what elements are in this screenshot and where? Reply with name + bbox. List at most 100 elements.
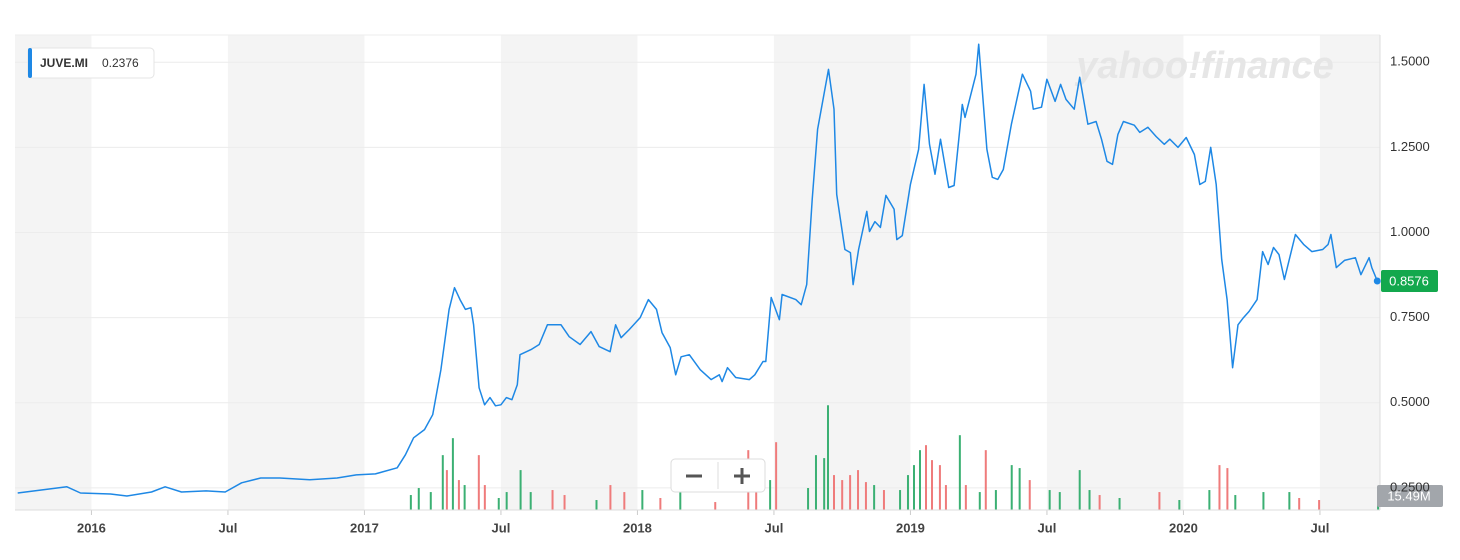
shade-layer bbox=[15, 35, 1380, 510]
volume-bar bbox=[849, 475, 852, 510]
x-tick-label: Jul bbox=[219, 520, 238, 535]
volume-bar bbox=[938, 465, 941, 510]
volume-bar bbox=[1018, 468, 1021, 510]
volume-bar bbox=[994, 490, 997, 510]
last-point bbox=[1373, 277, 1381, 285]
volume-bar bbox=[918, 450, 921, 510]
volume-bar bbox=[1010, 465, 1013, 510]
grid-layer bbox=[15, 34, 1380, 515]
legend-name: JUVE.MI bbox=[40, 56, 88, 70]
volume-bar bbox=[1178, 500, 1181, 510]
x-tick-label: 2017 bbox=[350, 520, 379, 535]
volume-bar bbox=[906, 475, 909, 510]
legend-value: 0.2376 bbox=[102, 56, 139, 70]
volume-bar bbox=[826, 405, 829, 510]
volume-bar bbox=[1088, 490, 1091, 510]
volume-bar bbox=[679, 480, 682, 510]
volume-bar bbox=[445, 470, 448, 510]
volume-bar bbox=[931, 460, 934, 510]
volume-bar bbox=[1234, 495, 1237, 510]
volume-bar bbox=[1118, 498, 1121, 510]
volume-bar bbox=[833, 475, 835, 510]
volume-bar bbox=[925, 445, 928, 510]
volume-bar bbox=[944, 485, 947, 510]
volume-bar bbox=[823, 458, 826, 510]
volume-bar bbox=[519, 470, 522, 510]
volume-label: 15.49M bbox=[1387, 488, 1430, 503]
volume-bar bbox=[958, 435, 961, 510]
volume-bar bbox=[551, 490, 554, 510]
x-tick-label: 2020 bbox=[1169, 520, 1198, 535]
y-tick-label: 0.5000 bbox=[1390, 394, 1430, 409]
volume-bar bbox=[984, 450, 987, 510]
volume-bar bbox=[841, 480, 844, 510]
volume-bar bbox=[409, 495, 412, 510]
volume-bar bbox=[623, 492, 626, 510]
x-tick-label: 2018 bbox=[623, 520, 652, 535]
volume-bar bbox=[807, 488, 810, 510]
volume-bar bbox=[873, 485, 876, 510]
zoom-in-button[interactable] bbox=[734, 468, 750, 484]
volume-bar bbox=[899, 490, 902, 510]
y-tick-label: 0.2500 bbox=[1390, 479, 1430, 494]
volume-bar bbox=[1028, 480, 1031, 510]
volume-bar bbox=[912, 465, 915, 510]
volume-bar bbox=[775, 442, 778, 510]
volume-bar bbox=[1048, 490, 1051, 510]
volume-bar bbox=[659, 498, 662, 510]
volume-bar bbox=[497, 498, 500, 510]
period-shade bbox=[15, 35, 92, 510]
x-tick-label: 2016 bbox=[77, 520, 106, 535]
volume-bar bbox=[1318, 500, 1321, 510]
volume-bar bbox=[1226, 468, 1229, 510]
price-layer bbox=[17, 43, 1378, 497]
volume-bar bbox=[529, 492, 532, 510]
volume-bar bbox=[1208, 490, 1211, 510]
volume-bar bbox=[641, 490, 644, 510]
legend-swatch bbox=[28, 48, 32, 78]
badge-layer: 0.8576 15.49M bbox=[1373, 269, 1443, 507]
volume-bar bbox=[714, 502, 717, 510]
x-tick-label: Jul bbox=[765, 520, 784, 535]
volume-bar bbox=[457, 480, 460, 510]
volume-bar bbox=[1058, 492, 1061, 510]
volume-bar bbox=[964, 485, 967, 510]
y-tick-label: 1.2500 bbox=[1390, 139, 1430, 154]
volume-bar bbox=[609, 485, 612, 510]
volume-bar bbox=[864, 482, 867, 510]
volume-bar bbox=[882, 490, 885, 510]
volume-badge bbox=[1377, 485, 1443, 507]
y-tick-label: 0.7500 bbox=[1390, 309, 1430, 324]
last-price-badge bbox=[1381, 269, 1438, 292]
x-tick-label: 2019 bbox=[896, 520, 925, 535]
zoom-controls bbox=[670, 458, 766, 493]
volume-bar bbox=[451, 438, 454, 510]
volume-bar bbox=[463, 485, 466, 510]
volume-bar bbox=[857, 470, 860, 510]
x-tick-label: Jul bbox=[492, 520, 511, 535]
volume-bar bbox=[978, 492, 981, 510]
period-shade bbox=[227, 35, 365, 510]
watermark: yahoo!finance bbox=[1074, 45, 1334, 87]
volume-bar bbox=[505, 492, 508, 510]
volume-bar bbox=[483, 485, 486, 510]
volume-bar bbox=[441, 455, 444, 510]
volume-bar bbox=[1288, 492, 1291, 510]
volume-bar bbox=[1218, 465, 1221, 510]
volume-bar bbox=[1098, 495, 1101, 510]
price-line bbox=[17, 43, 1378, 497]
volume-layer bbox=[409, 405, 1380, 510]
volume-bar bbox=[1078, 470, 1081, 510]
last-price-label: 0.8576 bbox=[1389, 273, 1429, 288]
x-tick-label: Jul bbox=[1311, 520, 1330, 535]
volume-bar bbox=[417, 488, 420, 510]
x-tick-label: Jul bbox=[1038, 520, 1057, 535]
legend: JUVE.MI 0.2376 bbox=[27, 47, 155, 79]
volume-bar bbox=[429, 492, 432, 510]
y-tick-label: 1.0000 bbox=[1390, 224, 1430, 239]
volume-bar bbox=[814, 455, 817, 510]
volume-bar bbox=[595, 500, 598, 510]
volume-bar bbox=[769, 480, 772, 510]
y-tick-label: 1.5000 bbox=[1390, 54, 1430, 69]
